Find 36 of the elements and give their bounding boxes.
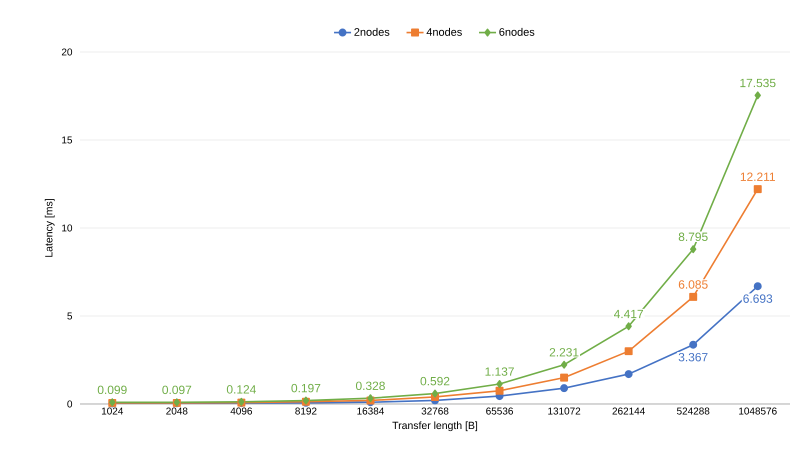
x-tick-label: 131072: [548, 408, 580, 415]
x-tick-label: 16384: [357, 408, 384, 415]
data-label: 0.097: [162, 386, 192, 394]
y-axis-title: Latency [ms]: [44, 199, 55, 257]
legend-label: 4nodes: [426, 28, 462, 36]
data-label: 0.328: [356, 382, 385, 390]
data-label: 17.535: [740, 78, 776, 88]
y-tick-label: 15: [62, 136, 72, 144]
data-label: 6.085: [678, 280, 708, 289]
data-label: 12.211: [740, 172, 775, 181]
y-tick-label: 0: [67, 400, 72, 408]
x-tick-label: 32768: [422, 408, 448, 415]
data-label: 0.099: [98, 386, 127, 394]
legend-label: 2nodes: [354, 28, 390, 36]
x-tick-label: 262144: [612, 408, 645, 415]
data-label: 1.137: [486, 367, 514, 376]
y-tick-label: 5: [67, 312, 72, 320]
data-label: 3.367: [678, 352, 708, 362]
x-tick-label: 524288: [676, 408, 710, 415]
x-tick-label: 2048: [166, 408, 188, 415]
y-tick-label: 20: [62, 48, 72, 56]
data-label: 8.795: [678, 232, 708, 242]
data-label: 0.592: [420, 376, 450, 386]
legend-label: 6nodes: [499, 28, 534, 36]
x-tick-label: 65536: [486, 408, 513, 415]
data-label: 2.231: [550, 348, 578, 357]
data-label: 0.197: [291, 384, 320, 392]
x-axis-title: Transfer length [B]: [392, 421, 478, 432]
data-label: 0.124: [226, 385, 256, 394]
data-label: 6.693: [743, 294, 772, 303]
y-tick-label: 10: [62, 224, 72, 232]
data-label: 4.417: [614, 310, 643, 318]
x-tick-label: 1048576: [739, 408, 777, 415]
x-tick-label: 4096: [230, 408, 252, 415]
x-tick-label: 8192: [295, 408, 316, 415]
x-tick-label: 1024: [102, 408, 124, 415]
